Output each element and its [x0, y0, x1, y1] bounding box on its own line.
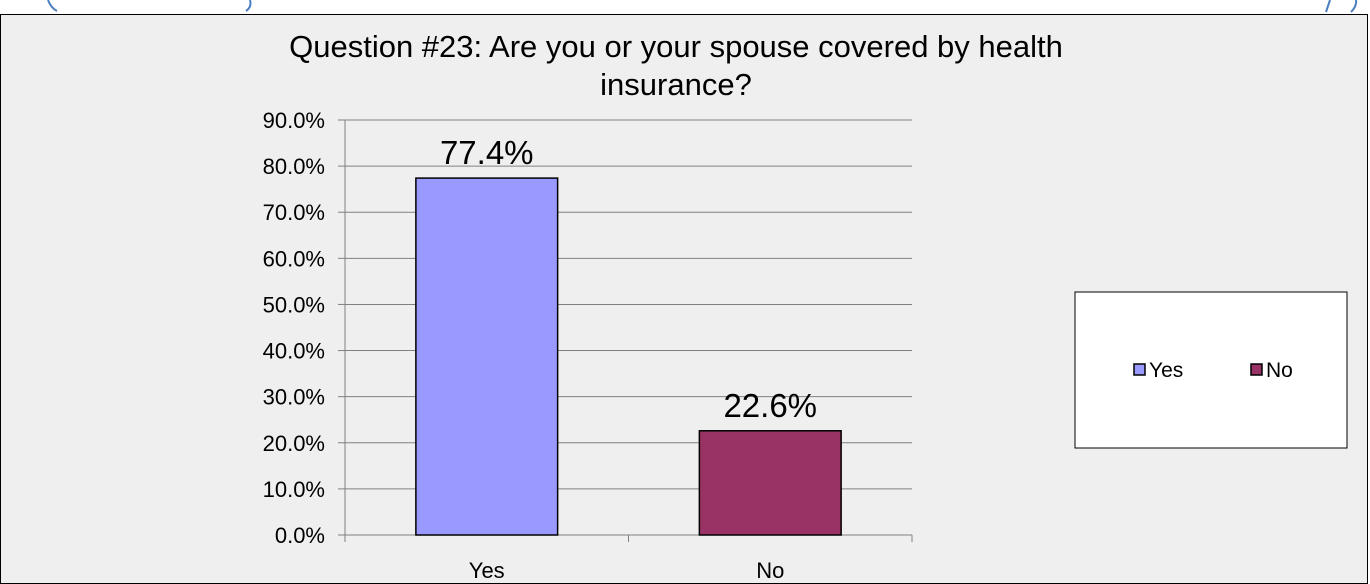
chart-title-line-1: Question #23: Are you or your spouse cov…	[289, 29, 1063, 64]
y-tick-label: 50.0%	[263, 292, 325, 317]
bar-no	[698, 430, 842, 536]
bars	[415, 177, 842, 536]
y-tick-label: 90.0%	[263, 108, 325, 133]
y-tick-label: 40.0%	[263, 339, 325, 364]
clipped-page-text	[0, 0, 1370, 14]
y-tick-label: 20.0%	[263, 431, 325, 456]
y-tick-label: 0.0%	[275, 523, 325, 548]
y-axis-tick-labels: 0.0% 10.0% 20.0% 30.0% 40.0% 50.0% 60.0% 70.0% 8…	[263, 108, 325, 548]
legend-label-yes: Yes	[1149, 359, 1183, 382]
bar-yes	[415, 177, 559, 536]
data-label-no: 22.6%	[723, 387, 817, 424]
legend-swatch-yes	[1133, 363, 1146, 376]
x-axis-tick-labels: Yes No	[469, 558, 785, 583]
y-tick-label: 80.0%	[263, 154, 325, 179]
y-tick-label: 70.0%	[263, 200, 325, 225]
chart-area: Question #23: Are you or your spouse cov…	[0, 14, 1368, 584]
x-tick-label-yes: Yes	[469, 558, 505, 583]
y-tick-label: 60.0%	[263, 246, 325, 271]
legend: Yes No	[1074, 291, 1348, 449]
data-label-yes: 77.4%	[440, 134, 534, 171]
y-tick-label: 30.0%	[263, 385, 325, 410]
data-labels: 77.4% 22.6%	[440, 134, 817, 424]
x-tick-label-no: No	[756, 558, 784, 583]
legend-label-no: No	[1266, 359, 1293, 382]
y-tick-label: 10.0%	[263, 477, 325, 502]
bar-chart: Question #23: Are you or your spouse cov…	[1, 15, 1367, 583]
clipped-text-fragments	[47, 0, 1358, 13]
legend-box	[1074, 291, 1348, 449]
legend-swatch-no	[1250, 363, 1263, 376]
chart-title-line-2: insurance?	[600, 67, 752, 102]
